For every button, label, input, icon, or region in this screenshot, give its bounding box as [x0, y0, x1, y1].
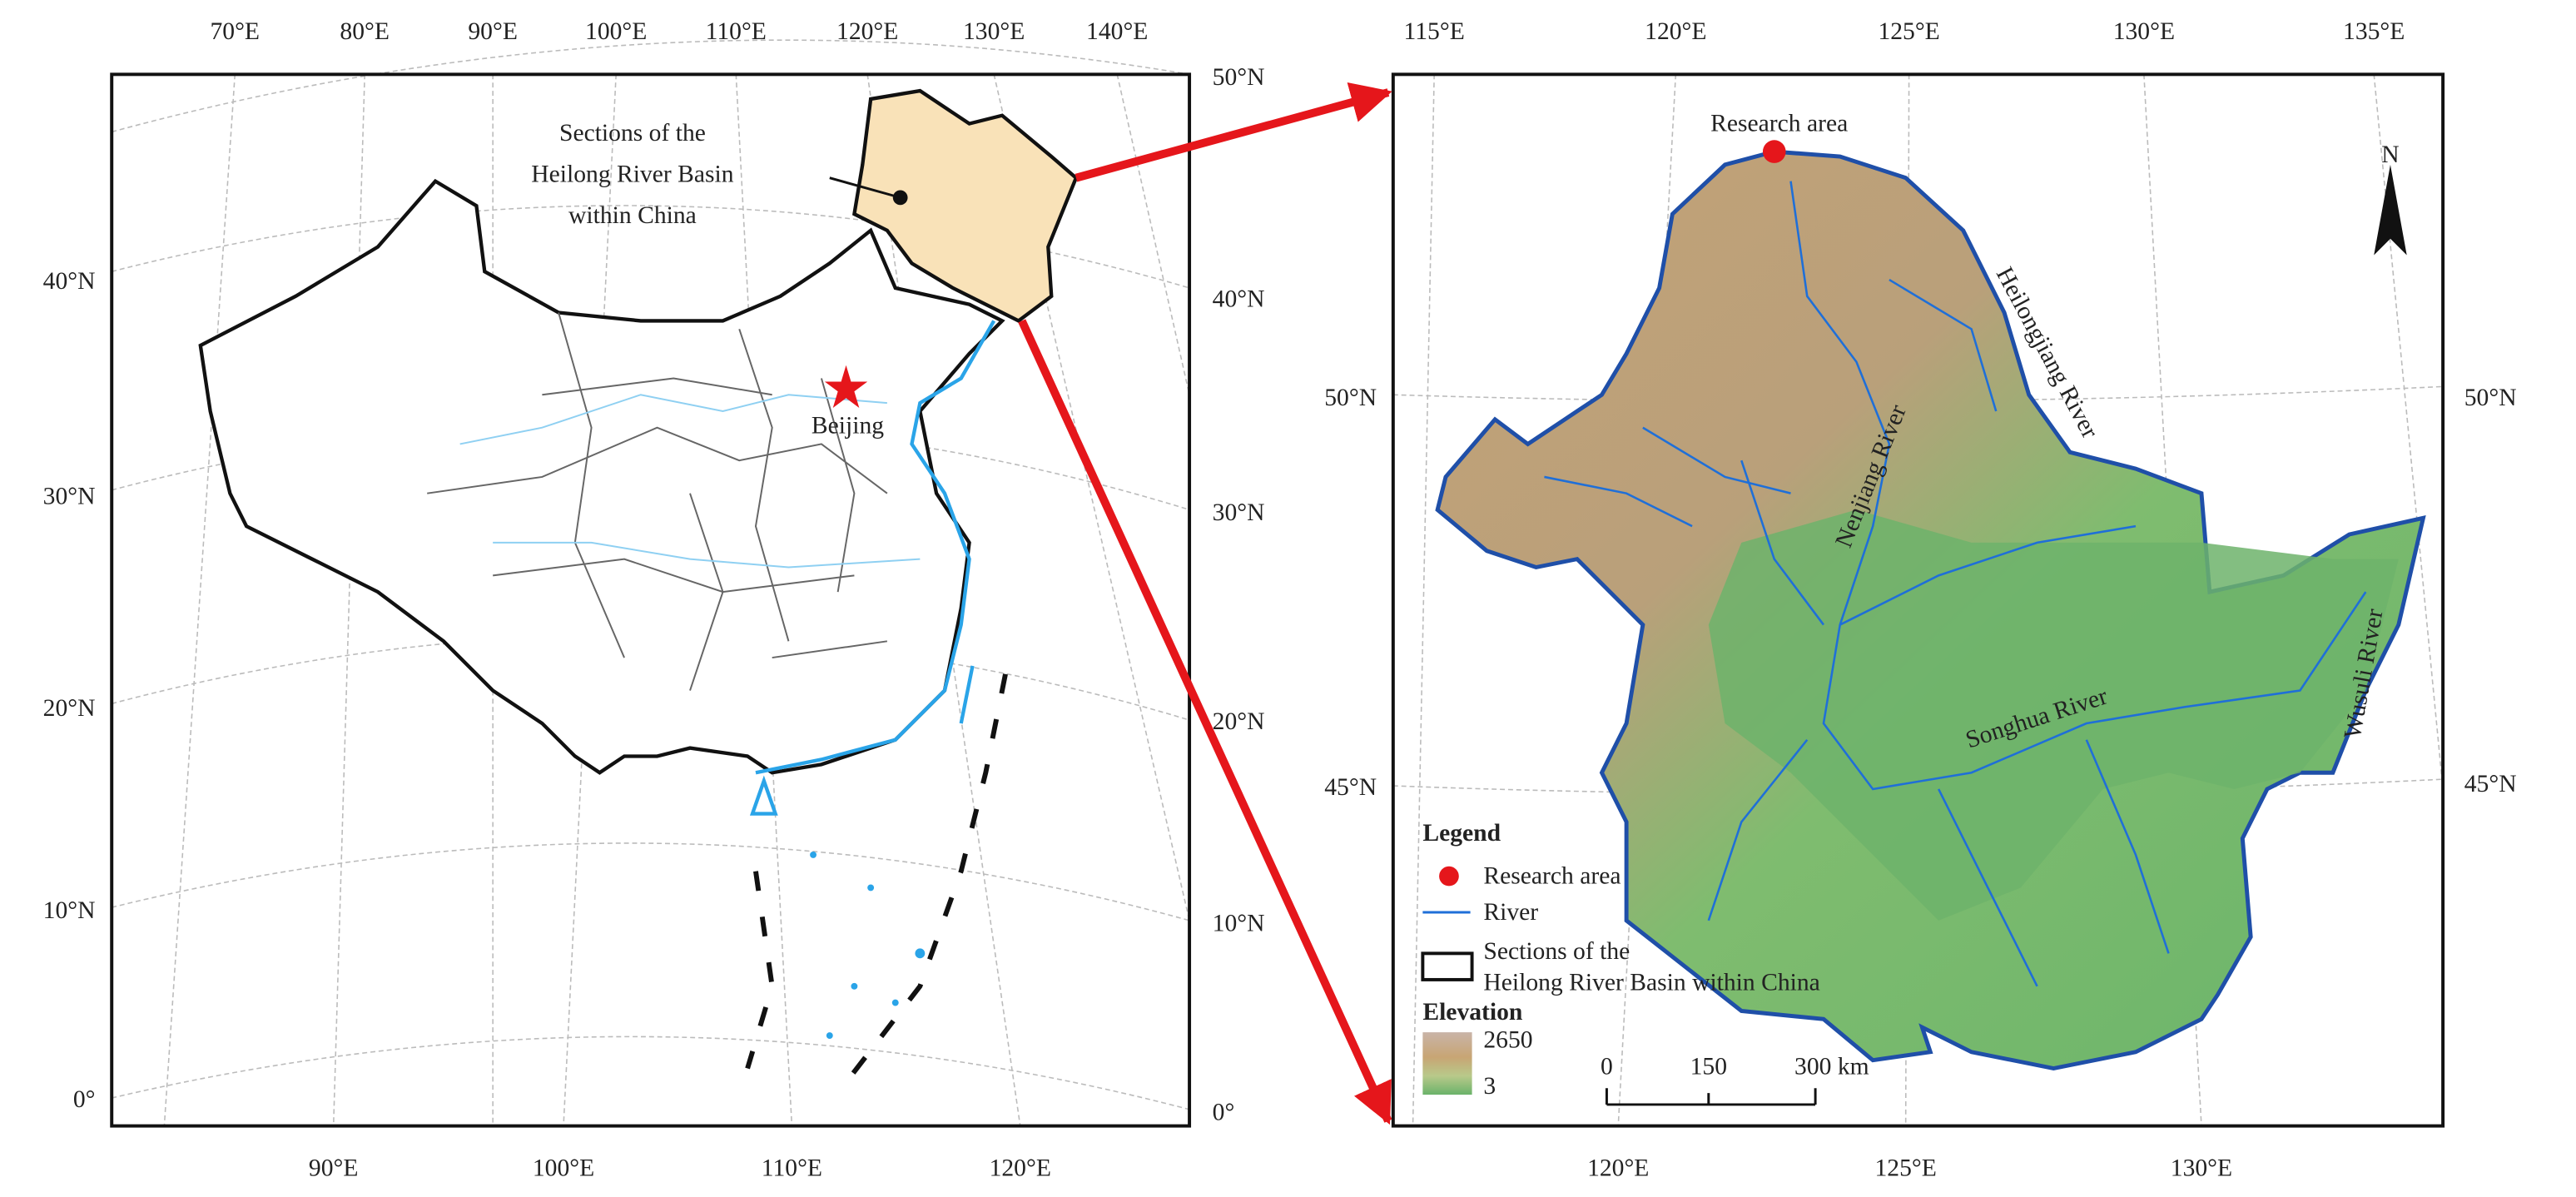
left-coordinate-label: 20°N	[43, 695, 96, 722]
left-coordinate-label: 40°N	[43, 268, 96, 295]
north-label: N	[2381, 142, 2399, 168]
top-coordinate-label: 115°E	[1404, 18, 1465, 45]
right-coordinate-label: 0°	[1213, 1100, 1235, 1126]
scale-label: 300 km	[1794, 1053, 1869, 1080]
right-coordinate-label: 45°N	[2464, 771, 2517, 797]
left-coordinate-label: 0°	[73, 1086, 96, 1113]
nine-dash-line	[745, 673, 1008, 1095]
legend-label: 3	[1483, 1073, 1496, 1100]
north-arrow	[2374, 164, 2407, 256]
bottom-coordinate-label: 110°E	[762, 1155, 822, 1182]
legend-title: Elevation	[1422, 999, 1523, 1026]
legend-label: Research area	[1483, 862, 1621, 889]
capital-star	[824, 365, 868, 409]
lowland	[1708, 509, 2399, 921]
legend-basin	[1421, 951, 1474, 981]
annotation-line: Sections of the	[559, 120, 706, 147]
top-coordinate-label: 80°E	[340, 18, 390, 45]
legend-label: 2650	[1483, 1027, 1532, 1054]
leader-dot	[892, 190, 908, 206]
top-coordinate-label: 100°E	[585, 18, 647, 45]
top-coordinate-label: 120°E	[836, 18, 898, 45]
top-coordinate-label: 130°E	[2113, 18, 2175, 45]
city-label: Beijing	[812, 413, 884, 440]
top-coordinate-label: 140°E	[1086, 18, 1148, 45]
top-coordinate-label: 90°E	[468, 18, 518, 45]
right-coordinate-label: 30°N	[1213, 499, 1265, 526]
coast	[749, 320, 996, 816]
right-map	[1391, 72, 2445, 1128]
zoom-arrow	[1075, 82, 1392, 182]
right-frame	[1391, 72, 2445, 1128]
right-coordinate-label: 50°N	[1213, 64, 1265, 91]
left-frame	[110, 72, 1192, 1128]
legend-dot	[1439, 866, 1459, 887]
top-coordinate-label: 120°E	[1645, 18, 1706, 45]
research-area-dot	[1762, 140, 1786, 163]
bottom-coordinate-label: 130°E	[2171, 1155, 2232, 1182]
bottom-coordinate-label: 100°E	[533, 1155, 594, 1182]
rivers	[1544, 181, 2367, 987]
zoom-arrow	[1018, 319, 1392, 1125]
top-coordinate-label: 130°E	[963, 18, 1025, 45]
islands	[810, 851, 926, 1039]
bottom-coordinate-label: 120°E	[990, 1155, 1051, 1182]
top-coordinate-label: 70°E	[211, 18, 261, 45]
top-coordinate-label: 110°E	[706, 18, 767, 45]
left-map	[110, 39, 1192, 1128]
right-coordinate-label: 10°N	[1213, 911, 1265, 937]
top-coordinate-label: 125°E	[1878, 18, 1939, 45]
legend-label: River	[1483, 899, 1538, 926]
china-outline	[198, 178, 1005, 775]
bottom-coordinate-label: 125°E	[1875, 1155, 1937, 1182]
right-coordinate-label: 50°N	[2464, 385, 2517, 411]
legend-label: Sections of the	[1483, 938, 1630, 965]
provinces	[427, 312, 888, 691]
bottom-coordinate-label: 90°E	[309, 1155, 359, 1182]
legend-title: Legend	[1422, 820, 1501, 847]
scale-bar	[1605, 1088, 1817, 1106]
left-coordinate-label: 30°N	[43, 483, 96, 509]
right-coordinate-label: 20°N	[1213, 708, 1265, 735]
top-coordinate-label: 135°E	[2343, 18, 2405, 45]
legend-label: Heilong River Basin within China	[1483, 970, 1819, 996]
left-coordinate-label: 10°N	[43, 897, 96, 924]
scale-label: 150	[1690, 1053, 1727, 1080]
legend-elevation	[1422, 1032, 1472, 1095]
right-coordinate-label: 40°N	[1213, 286, 1265, 313]
annotation-line: within China	[568, 202, 697, 229]
annotation-line: Heilong River Basin	[531, 161, 733, 188]
left-coordinate-label: 50°N	[1324, 385, 1377, 411]
heilong-basin-small	[851, 88, 1079, 323]
rivers-china	[459, 394, 921, 569]
scale-label: 0	[1601, 1053, 1613, 1080]
left-coordinate-label: 45°N	[1324, 774, 1377, 801]
bottom-coordinate-label: 120°E	[1587, 1155, 1649, 1182]
research-area-label: Research area	[1710, 110, 1848, 137]
